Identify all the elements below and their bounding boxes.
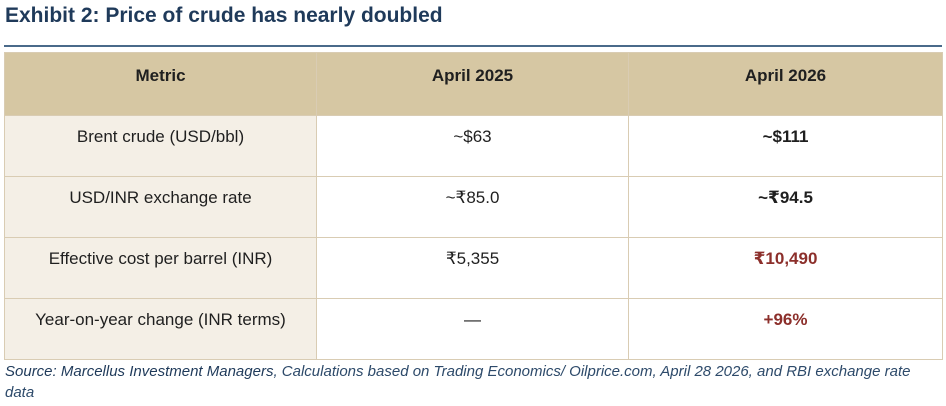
header-april-2026: April 2026 <box>628 52 943 116</box>
source-note: Source: Marcellus Investment Managers, C… <box>5 361 935 403</box>
exhibit-title: Exhibit 2: Price of crude has nearly dou… <box>5 4 443 27</box>
april-2026-cell: ~$111 <box>628 115 943 177</box>
source-lead: Source: Marcellus Investment Managers <box>5 363 274 380</box>
table-row: Brent crude (USD/bbl) ~$63 ~$111 <box>4 115 943 177</box>
metric-cell: Brent crude (USD/bbl) <box>4 115 317 177</box>
source-detail: , Calculations based on Trading Economic… <box>5 363 911 401</box>
april-2026-cell: ₹10,490 <box>628 237 943 299</box>
header-metric: Metric <box>4 52 317 116</box>
table-row: USD/INR exchange rate ~₹85.0 ~₹94.5 <box>4 176 943 238</box>
april-2025-cell: ₹5,355 <box>316 237 629 299</box>
table-row: Effective cost per barrel (INR) ₹5,355 ₹… <box>4 237 943 299</box>
april-2025-cell: — <box>316 298 629 360</box>
april-2026-cell: ~₹94.5 <box>628 176 943 238</box>
april-2025-cell: ~$63 <box>316 115 629 177</box>
april-2025-cell: ~₹85.0 <box>316 176 629 238</box>
table-row: Year-on-year change (INR terms) — +96% <box>4 298 943 360</box>
header-april-2025: April 2025 <box>316 52 629 116</box>
crude-price-table: Metric April 2025 April 2026 Brent crude… <box>4 52 943 360</box>
metric-cell: Year-on-year change (INR terms) <box>4 298 317 360</box>
metric-cell: USD/INR exchange rate <box>4 176 317 238</box>
table-header-row: Metric April 2025 April 2026 <box>4 52 943 116</box>
title-divider <box>4 45 942 47</box>
april-2026-cell: +96% <box>628 298 943 360</box>
metric-cell: Effective cost per barrel (INR) <box>4 237 317 299</box>
